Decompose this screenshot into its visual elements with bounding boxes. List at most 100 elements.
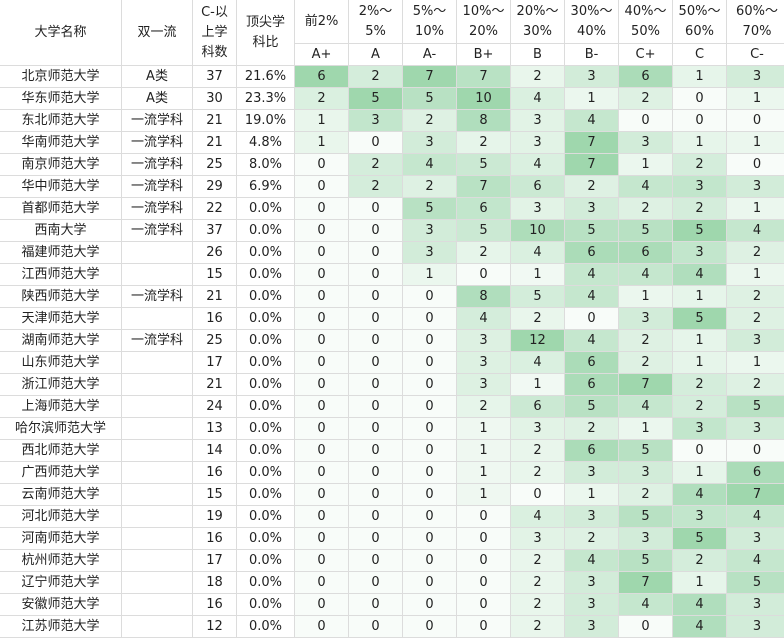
cell-text: 21 bbox=[206, 112, 223, 128]
grade-count: 0 bbox=[349, 594, 403, 616]
grade-count: 5 bbox=[565, 220, 619, 242]
cell: 0.0% bbox=[237, 220, 295, 242]
cell-text: 0 bbox=[641, 618, 650, 634]
grade-count: 0 bbox=[295, 374, 349, 396]
cell-text: 3 bbox=[641, 134, 650, 150]
cell-text: 30%～ bbox=[570, 3, 613, 19]
grade-count: 1 bbox=[403, 264, 457, 286]
grade-count: 0 bbox=[619, 110, 673, 132]
grade-count: 0 bbox=[295, 572, 349, 594]
cell-text: 37 bbox=[206, 68, 223, 84]
university-name: 首都师范大学 bbox=[0, 198, 122, 220]
grade-range-header: 5%～ 10% bbox=[403, 0, 457, 44]
cell-text: 1 bbox=[479, 486, 488, 502]
cell-text: 北京师范大学 bbox=[21, 68, 100, 84]
grade-count: 3 bbox=[457, 330, 511, 352]
cell-text: 2 bbox=[695, 552, 704, 568]
cell-text: 5 bbox=[641, 222, 650, 238]
cell-text: 3 bbox=[695, 178, 704, 194]
grade-count: 1 bbox=[727, 132, 784, 154]
cell-text: 2 bbox=[479, 134, 488, 150]
cell-text: 3 bbox=[587, 618, 596, 634]
cell-text: 0 bbox=[425, 398, 434, 414]
cell-text: 0 bbox=[317, 574, 326, 590]
grade-count: 12 bbox=[511, 330, 565, 352]
cell-text: 21 bbox=[206, 376, 223, 392]
cell-text: 40% bbox=[577, 23, 606, 39]
grade-count: 6 bbox=[619, 242, 673, 264]
grade-count: 0 bbox=[295, 506, 349, 528]
cell-text: 4 bbox=[752, 508, 762, 524]
cell-text: 25 bbox=[206, 332, 223, 348]
cell-text: 1 bbox=[641, 420, 650, 436]
grade-count: 2 bbox=[457, 242, 511, 264]
grade-count: 7 bbox=[565, 132, 619, 154]
cell: 14 bbox=[193, 440, 237, 462]
grade-count: 2 bbox=[565, 418, 619, 440]
cell-text: 0 bbox=[317, 222, 326, 238]
cell-text: 3 bbox=[587, 508, 596, 524]
cell-text: 6 bbox=[587, 376, 596, 392]
grade-count: 2 bbox=[619, 88, 673, 110]
grade-count: 3 bbox=[565, 198, 619, 220]
cell-text: 2 bbox=[587, 530, 596, 546]
cell: 0.0% bbox=[237, 264, 295, 286]
cell-text: 5 bbox=[425, 200, 434, 216]
university-name: 上海师范大学 bbox=[0, 396, 122, 418]
cell-text: 0 bbox=[425, 552, 434, 568]
cell-text: 30 bbox=[206, 90, 223, 106]
grade-count: 0 bbox=[349, 242, 403, 264]
cell-text: 河北师范大学 bbox=[21, 508, 100, 524]
grade-header: C+ bbox=[619, 44, 673, 66]
cell-text: 1 bbox=[317, 134, 326, 150]
university-name: 西北师范大学 bbox=[0, 440, 122, 462]
grade-count: 0 bbox=[457, 616, 511, 638]
cell-text: 0 bbox=[479, 266, 488, 282]
cell: 18 bbox=[193, 572, 237, 594]
grade-count: 3 bbox=[511, 132, 565, 154]
cell-text: 2 bbox=[371, 156, 380, 172]
cell-text: 0 bbox=[425, 618, 434, 634]
cell-text: 21 bbox=[206, 134, 223, 150]
grade-count: 5 bbox=[457, 154, 511, 176]
grade-count: 0 bbox=[295, 264, 349, 286]
cell-text: 0 bbox=[425, 574, 434, 590]
cell-text: 0 bbox=[371, 222, 380, 238]
cell-text: 2 bbox=[641, 332, 650, 348]
cell-text: 安徽师范大学 bbox=[21, 596, 100, 612]
cell-text: 福建师范大学 bbox=[21, 244, 100, 260]
university-name: 天津师范大学 bbox=[0, 308, 122, 330]
cell-text: 16 bbox=[206, 530, 223, 546]
cell-text: 1 bbox=[752, 266, 762, 282]
grade-count: 0 bbox=[349, 264, 403, 286]
cell-text: 7 bbox=[641, 376, 650, 392]
cell: 16 bbox=[193, 308, 237, 330]
grade-count: 1 bbox=[295, 132, 349, 154]
grade-count: 0 bbox=[349, 506, 403, 528]
university-name: 云南师范大学 bbox=[0, 484, 122, 506]
cell: 一流学科 bbox=[122, 176, 193, 198]
grade-count: 0 bbox=[727, 440, 784, 462]
grade-count: 6 bbox=[727, 462, 784, 484]
grade-count: 1 bbox=[673, 352, 727, 374]
cell-text: 3 bbox=[641, 464, 650, 480]
cell-text: 0 bbox=[317, 332, 326, 348]
cell-text: 16 bbox=[206, 464, 223, 480]
university-name: 江西师范大学 bbox=[0, 264, 122, 286]
cell-text: 7 bbox=[425, 68, 434, 84]
cell-text: 10%～ bbox=[462, 3, 505, 19]
grade-count: 3 bbox=[457, 374, 511, 396]
cell: 22 bbox=[193, 198, 237, 220]
cell-text: 0 bbox=[371, 310, 380, 326]
cell-text: 4 bbox=[425, 156, 434, 172]
cell-text: 2 bbox=[533, 574, 542, 590]
cell-text: 2 bbox=[533, 552, 542, 568]
grade-count: 2 bbox=[511, 462, 565, 484]
cell-text: 5 bbox=[425, 90, 434, 106]
cell-text: 浙江师范大学 bbox=[21, 376, 100, 392]
cell-text: 一流学科 bbox=[130, 112, 183, 128]
grade-count: 0 bbox=[403, 594, 457, 616]
cell-text: 0.0% bbox=[248, 552, 283, 568]
grade-count: 4 bbox=[619, 396, 673, 418]
cell: 21 bbox=[193, 110, 237, 132]
